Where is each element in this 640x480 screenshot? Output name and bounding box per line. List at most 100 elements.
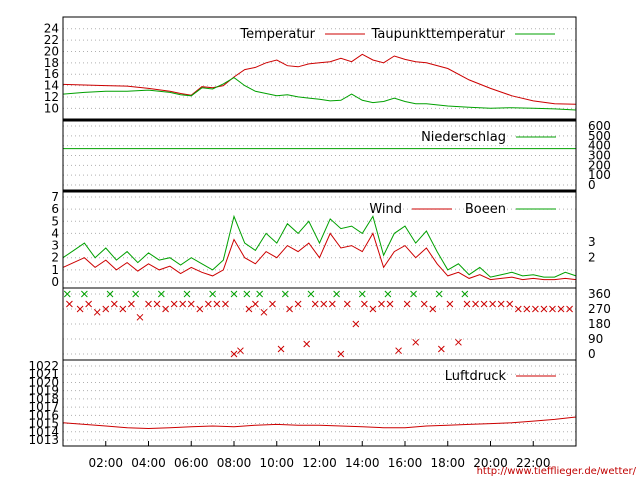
y-tick-label: 18: [44, 56, 59, 70]
direction-point: [213, 300, 221, 308]
direction-point: [196, 305, 204, 313]
direction-point: [286, 305, 293, 313]
direction-point: [170, 300, 178, 308]
direction-point: [337, 350, 345, 358]
direction-point: [102, 305, 110, 313]
direction-point: [128, 300, 135, 308]
direction-point: [532, 305, 539, 313]
y-tick-label: 400: [588, 139, 611, 153]
direction-point: [437, 345, 445, 353]
direction-point: [333, 290, 340, 298]
y-tick-label: 4: [51, 226, 59, 240]
series-luftdruck: [62, 416, 577, 430]
direction-point: [497, 300, 505, 308]
y-tick-label: 1013: [28, 433, 59, 447]
direction-point: [343, 300, 351, 308]
y-tick-label: 1019: [28, 384, 59, 398]
y-tick-label: 7: [51, 190, 59, 204]
y-tick-label: 0: [588, 178, 596, 192]
x-tick-label: 06:00: [174, 456, 209, 470]
direction-point: [463, 300, 471, 308]
y-tick-label: 5: [51, 214, 59, 228]
direction-point: [204, 300, 212, 308]
direction-point: [209, 290, 216, 298]
direction-point: [557, 305, 565, 313]
direction-point: [81, 290, 88, 298]
credit-link[interactable]: http://www.tiefflieger.de/wetter/: [477, 466, 637, 477]
direction-point: [252, 300, 259, 308]
direction-point: [386, 300, 394, 308]
direction-point: [358, 290, 366, 298]
y-tick-label: 360: [588, 287, 611, 301]
legend-label: Boeen: [465, 202, 506, 217]
direction-point: [237, 347, 244, 355]
direction-point: [403, 300, 411, 308]
y-tick-label: 2: [51, 251, 59, 265]
direction-point: [222, 300, 229, 308]
direction-point: [187, 300, 195, 308]
direction-point: [110, 300, 118, 308]
direction-point: [410, 290, 417, 298]
direction-point: [183, 290, 191, 298]
y-tick-label: 1018: [28, 392, 59, 406]
y-tick-label: 3: [51, 239, 59, 253]
direction-point: [480, 300, 488, 308]
direction-point: [352, 320, 360, 328]
y-tick-label: 1017: [28, 400, 59, 414]
direction-point: [76, 305, 84, 313]
y-tick-label: 270: [588, 302, 611, 316]
y-tick-label: 20: [44, 44, 59, 58]
legend-label: Temperatur: [239, 27, 315, 42]
direction-point: [523, 305, 531, 313]
direction-point: [66, 300, 73, 308]
direction-point: [153, 300, 161, 308]
legend-label: Taupunkttemperatur: [371, 27, 506, 42]
direction-point: [106, 290, 114, 298]
y-tick-label: 1022: [28, 359, 59, 373]
y-tick-label: 1016: [28, 408, 59, 422]
y-tick-label: 100: [588, 168, 611, 182]
x-tick-label: 16:00: [388, 456, 423, 470]
y-tick-label: 1015: [28, 417, 59, 431]
x-tick-label: 18:00: [430, 456, 465, 470]
x-tick-label: 04:00: [131, 456, 166, 470]
direction-point: [136, 313, 144, 321]
y-tick-label: 22: [44, 33, 59, 47]
direction-point: [157, 290, 165, 298]
direction-point: [328, 300, 336, 308]
legend-label: Niederschlag: [421, 130, 506, 145]
y-tick-label: 200: [588, 158, 611, 172]
direction-point: [429, 305, 437, 313]
direction-point: [420, 300, 428, 308]
direction-point: [566, 305, 573, 313]
x-tick-label: 22:00: [516, 456, 551, 470]
x-tick-label: 20:00: [473, 456, 508, 470]
direction-point: [455, 338, 462, 346]
y-tick-label: 12: [44, 90, 59, 104]
y-tick-label: 600: [588, 119, 611, 133]
direction-point: [245, 305, 253, 313]
direction-point: [269, 300, 276, 308]
direction-point: [395, 347, 402, 355]
direction-point: [230, 350, 238, 358]
y-tick-label: 1021: [28, 367, 59, 381]
direction-point: [549, 305, 556, 313]
direction-point: [311, 300, 319, 308]
direction-point: [162, 305, 169, 313]
direction-point: [307, 290, 315, 298]
x-tick-label: 02:00: [88, 456, 123, 470]
right-label: 3: [588, 235, 596, 249]
y-tick-label: 24: [44, 22, 59, 36]
direction-point: [361, 300, 368, 308]
y-tick-label: 14: [44, 79, 59, 93]
y-tick-label: 1014: [28, 425, 59, 439]
x-tick-label: 08:00: [217, 456, 252, 470]
direction-point: [435, 290, 443, 298]
direction-point: [384, 290, 392, 298]
panel-pressure: 1013101410151016101710181019102010211022…: [28, 359, 577, 447]
x-tick-label: 10:00: [259, 456, 294, 470]
